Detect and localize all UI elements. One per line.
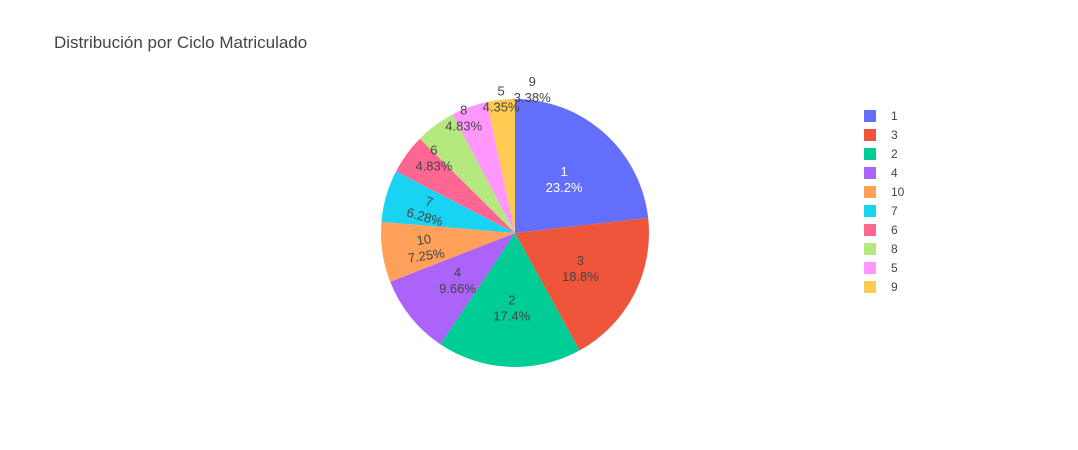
legend-label: 1 bbox=[891, 108, 898, 123]
slice-label-percent: 9.66% bbox=[439, 281, 476, 296]
legend-label: 9 bbox=[891, 279, 898, 294]
pie-slice-6[interactable] bbox=[396, 138, 515, 233]
slice-label-2: 2 17.4% bbox=[493, 293, 530, 324]
legend-item-8[interactable]: 8 bbox=[864, 239, 904, 258]
slice-label-1: 1 23.2% bbox=[546, 164, 583, 195]
legend-item-2[interactable]: 2 bbox=[864, 144, 904, 163]
svg-text:217.4%: 2 17.4% bbox=[493, 293, 530, 324]
slice-label-percent: 4.35% bbox=[483, 99, 520, 114]
legend-label: 2 bbox=[891, 146, 898, 161]
legend-swatch bbox=[864, 147, 876, 160]
pie-slice-8[interactable] bbox=[419, 114, 515, 234]
pie-slices bbox=[380, 98, 650, 367]
slice-label-name: 5 bbox=[497, 83, 504, 98]
svg-text:49.66%: 4 9.66% bbox=[439, 265, 476, 296]
legend-swatch bbox=[864, 185, 876, 198]
slice-label-percent: 3.38% bbox=[514, 90, 551, 105]
legend-label: 8 bbox=[891, 241, 898, 256]
legend-item-10[interactable]: 10 bbox=[864, 182, 904, 201]
legend: 1 3 2 4 10 7 6 8 5 9 bbox=[864, 106, 904, 296]
legend-item-7[interactable]: 7 bbox=[864, 201, 904, 220]
svg-text:84.83%: 8 4.83% bbox=[445, 103, 482, 134]
legend-label: 3 bbox=[891, 127, 898, 142]
svg-text:123.2%: 1 23.2% bbox=[546, 164, 583, 195]
legend-label: 6 bbox=[891, 222, 898, 237]
pie-slice-7[interactable] bbox=[381, 171, 515, 233]
legend-label: 10 bbox=[891, 184, 905, 199]
slice-label-name: 3 bbox=[577, 253, 584, 268]
legend-label: 5 bbox=[891, 260, 898, 275]
legend-swatch bbox=[864, 223, 876, 236]
slice-label-3: 3 18.8% bbox=[562, 253, 599, 284]
slice-label-name: 6 bbox=[430, 143, 437, 158]
svg-text:54.35%: 5 4.35% bbox=[483, 83, 520, 114]
pie-slice-1[interactable] bbox=[515, 99, 649, 233]
legend-swatch bbox=[864, 166, 876, 179]
pie-slice-10[interactable] bbox=[380, 221, 515, 282]
legend-swatch bbox=[864, 128, 876, 141]
slice-label-9: 9 3.38% bbox=[514, 74, 551, 105]
slice-label-name: 4 bbox=[454, 265, 461, 280]
svg-text:93.38%: 9 3.38% bbox=[514, 74, 551, 105]
slice-label-percent: 18.8% bbox=[562, 269, 599, 284]
pie-slice-3[interactable] bbox=[515, 217, 650, 351]
slice-label-percent: 23.2% bbox=[546, 180, 583, 195]
slice-label-name: 7 bbox=[424, 193, 435, 209]
legend-label: 7 bbox=[891, 203, 898, 218]
pie-slice-4[interactable] bbox=[390, 233, 515, 345]
pie-slice-9[interactable] bbox=[486, 98, 515, 233]
slice-label-name: 10 bbox=[416, 231, 432, 248]
legend-swatch bbox=[864, 109, 876, 122]
svg-text:64.83%: 6 4.83% bbox=[415, 143, 452, 174]
chart-title: Distribución por Ciclo Matriculado bbox=[54, 33, 308, 52]
svg-text:318.8%: 3 18.8% bbox=[562, 253, 599, 284]
legend-item-9[interactable]: 9 bbox=[864, 277, 904, 296]
slice-label-8: 8 4.83% bbox=[445, 103, 482, 134]
legend-swatch bbox=[864, 261, 876, 274]
legend-swatch bbox=[864, 280, 876, 293]
slice-label-percent: 4.83% bbox=[445, 119, 482, 134]
slice-label-10: 107.25% bbox=[405, 230, 446, 266]
legend-item-6[interactable]: 6 bbox=[864, 220, 904, 239]
legend-item-1[interactable]: 1 bbox=[864, 106, 904, 125]
pie-slice-2[interactable] bbox=[440, 233, 580, 367]
slice-label-percent: 4.83% bbox=[415, 159, 452, 174]
slice-label-5: 5 4.35% bbox=[483, 83, 520, 114]
legend-swatch bbox=[864, 204, 876, 217]
slice-label-name: 9 bbox=[529, 74, 536, 89]
slice-label-6: 6 4.83% bbox=[415, 143, 452, 174]
pie-slice-5[interactable] bbox=[452, 102, 515, 233]
slice-label-percent: 7.25% bbox=[407, 245, 446, 265]
slice-label-name: 1 bbox=[560, 164, 567, 179]
legend-label: 4 bbox=[891, 165, 898, 180]
legend-item-4[interactable]: 4 bbox=[864, 163, 904, 182]
legend-item-3[interactable]: 3 bbox=[864, 125, 904, 144]
slice-label-name: 2 bbox=[508, 293, 515, 308]
slice-label-name: 8 bbox=[460, 103, 467, 118]
legend-item-5[interactable]: 5 bbox=[864, 258, 904, 277]
pie-labels: 1 23.2%3 18.8%2 17.4%4 9.66%107.25%76.28%6 4.… bbox=[405, 74, 599, 324]
legend-swatch bbox=[864, 242, 876, 255]
slice-label-4: 4 9.66% bbox=[439, 265, 476, 296]
slice-label-percent: 17.4% bbox=[493, 309, 530, 324]
svg-text:107.25%: 107.25% bbox=[405, 230, 446, 266]
